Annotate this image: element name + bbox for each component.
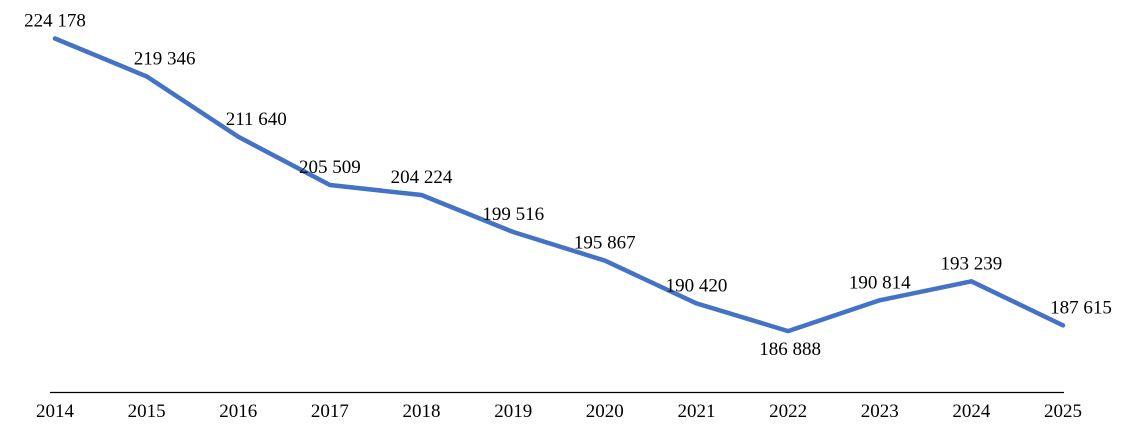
x-axis-label: 2024 <box>952 401 991 422</box>
x-axis-label: 2017 <box>311 401 349 422</box>
data-label: 186 888 <box>759 339 821 360</box>
data-label: 193 239 <box>941 253 1003 274</box>
x-axis-label: 2022 <box>769 401 807 422</box>
x-axis-label: 2016 <box>219 401 257 422</box>
x-axis-label: 2019 <box>494 401 532 422</box>
x-axis-label: 2015 <box>128 401 166 422</box>
x-axis-label: 2023 <box>861 401 899 422</box>
data-label: 190 420 <box>666 275 728 296</box>
x-axis-label: 2020 <box>586 401 624 422</box>
data-label: 205 509 <box>299 157 361 178</box>
x-axis-label: 2014 <box>36 401 75 422</box>
data-label: 204 224 <box>391 167 453 188</box>
x-axis-label: 2021 <box>678 401 716 422</box>
data-label: 190 814 <box>849 272 911 293</box>
data-label: 219 346 <box>134 48 196 69</box>
data-label: 211 640 <box>226 109 287 130</box>
data-label: 224 178 <box>24 11 86 32</box>
x-axis-label: 2018 <box>403 401 441 422</box>
series-line <box>52 36 1066 334</box>
data-label: 199 516 <box>482 204 544 225</box>
data-label: 195 867 <box>574 233 636 254</box>
x-axis-label: 2025 <box>1044 401 1082 422</box>
data-label: 187 615 <box>1050 297 1112 318</box>
